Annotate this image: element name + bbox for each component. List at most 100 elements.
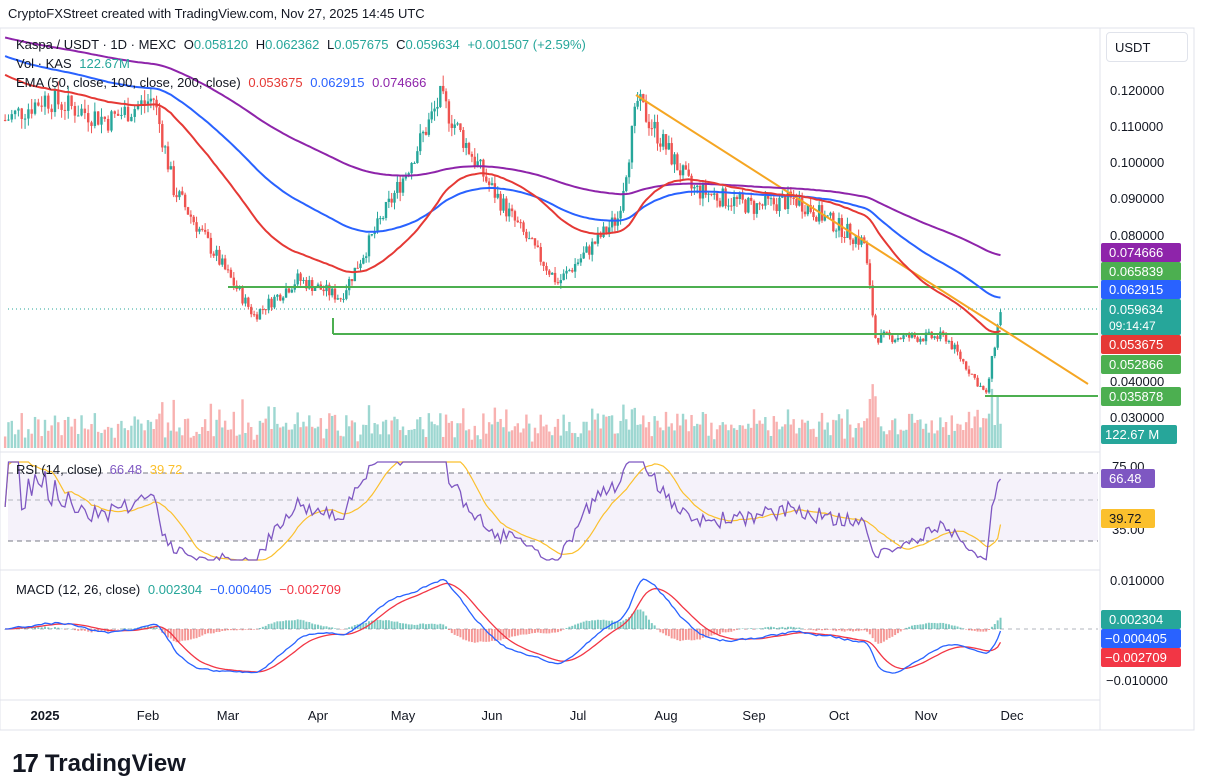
rsi-line — [4, 461, 1002, 562]
volume-bar — [120, 420, 123, 448]
macd-hist-bar — [823, 629, 826, 631]
signal-value: −0.002709 — [279, 582, 342, 597]
candle-body — [476, 161, 479, 166]
volume-bar — [701, 412, 705, 448]
macd-hist-bar — [945, 623, 948, 629]
currency-unit-selector[interactable]: USDT — [1106, 32, 1188, 62]
candle-body — [919, 338, 922, 342]
macd-hist-bar — [707, 629, 710, 637]
macd-hist-bar — [772, 627, 775, 629]
macd-hist-bar — [229, 629, 232, 631]
badge-ema100 — [1101, 280, 1181, 299]
macd-hist-bar — [110, 629, 113, 631]
rsi-legend[interactable]: RSI (14, close) 66.48 39.72 — [16, 462, 186, 477]
macd-hist-bar — [342, 629, 345, 630]
macd-hist-bar — [285, 620, 288, 629]
volume-bar — [976, 409, 979, 448]
macd-hist-bar — [885, 629, 888, 640]
volume-bar — [766, 430, 770, 448]
macd-hist-bar — [241, 629, 244, 631]
macd-hist-bar — [439, 623, 442, 629]
macd-hist-bar — [818, 629, 821, 630]
macd-legend[interactable]: MACD (12, 26, close) 0.002304 −0.000405 … — [16, 582, 345, 597]
candle-body — [467, 142, 471, 155]
volume-bar — [599, 428, 602, 448]
volume-bar — [857, 423, 860, 448]
macd-hist-bar — [849, 629, 852, 632]
volume-bar — [401, 426, 405, 448]
macd-hist-bar — [942, 622, 945, 629]
candle-body — [542, 261, 545, 266]
macd-hist-bar — [456, 629, 459, 636]
macd-hist-bar — [667, 629, 670, 637]
candle-body — [953, 344, 956, 350]
rsi-value: 66.48 — [109, 462, 143, 477]
macd-hist-bar — [50, 628, 53, 629]
macd-hist-bar — [582, 621, 585, 629]
volume-bar — [891, 420, 894, 448]
candle-body — [250, 306, 253, 315]
candle-body — [755, 203, 759, 214]
volume-bar — [313, 428, 317, 448]
volume-bar — [879, 426, 883, 448]
volume-bar — [973, 416, 976, 448]
macd-hist-bar — [195, 629, 198, 639]
macd-hist-bar — [599, 620, 602, 629]
candle-body — [882, 331, 886, 334]
candle-body — [27, 109, 30, 119]
candle-body — [126, 106, 130, 122]
candle-body — [676, 154, 679, 171]
price-axis[interactable]: 0.120000 0.110000 0.100000 0.090000 0.08… — [1106, 83, 1168, 688]
volume-bar — [596, 413, 600, 448]
volume-bar — [476, 435, 479, 448]
volume-bar — [907, 413, 911, 448]
macd-hist-bar — [787, 626, 789, 629]
macd-hist-bar — [693, 629, 696, 641]
macd-hist-bar — [496, 629, 499, 641]
candle-body — [86, 113, 90, 123]
created-by-label: CryptoFXStreet created with TradingView.… — [8, 6, 425, 21]
macd-hist-bar — [568, 626, 571, 629]
volume-bar — [40, 436, 43, 448]
macd-hist-bar — [311, 623, 314, 629]
time-axis[interactable]: 2025 Feb Mar Apr May Jun Jul Aug Sep Oct… — [31, 708, 1025, 723]
macd-hist-bar — [264, 625, 267, 629]
candle-body — [616, 218, 619, 226]
macd-signal-line — [5, 582, 1002, 673]
macd-hist-bar — [536, 629, 539, 633]
volume-bar — [950, 415, 953, 448]
macd-hist-bar — [522, 629, 525, 635]
macd-hist-bar — [755, 628, 758, 630]
candle-body — [942, 331, 945, 335]
candle-body — [258, 309, 262, 320]
symbol-legend[interactable]: Kaspa / USDT · 1D · MEXC O0.058120 H0.06… — [16, 37, 590, 52]
volume-bar — [473, 425, 476, 448]
macd-hist-bar — [642, 611, 645, 629]
volume-bar — [502, 427, 505, 448]
volume-bar — [696, 423, 699, 448]
macd-hist-bar — [716, 629, 719, 635]
volume-bar — [752, 409, 756, 448]
macd-hist-bar — [133, 628, 136, 629]
macd-hist-bar — [385, 620, 387, 629]
badge-support-top — [1101, 262, 1181, 281]
macd-hist-bar — [351, 626, 353, 629]
volume-bar — [47, 430, 50, 448]
volume-bar — [874, 396, 877, 448]
ema-legend[interactable]: EMA (50, close, 100, close, 200, close) … — [16, 75, 430, 90]
candle-body — [146, 101, 150, 104]
volume-legend[interactable]: Vol · KAS 122.67M — [16, 56, 134, 71]
volume-bar — [525, 414, 528, 448]
candle-body — [140, 100, 143, 106]
candle-body — [212, 253, 215, 256]
macd-hist-bar — [279, 621, 282, 629]
volume-bar — [910, 413, 914, 448]
macd-hist-bar — [488, 629, 491, 642]
ema50-line — [4, 73, 1001, 334]
volume-bar — [73, 418, 77, 448]
volume-bar — [516, 423, 519, 448]
volume-bar — [158, 413, 161, 448]
candle-body — [993, 347, 996, 357]
candle-body — [907, 333, 911, 338]
